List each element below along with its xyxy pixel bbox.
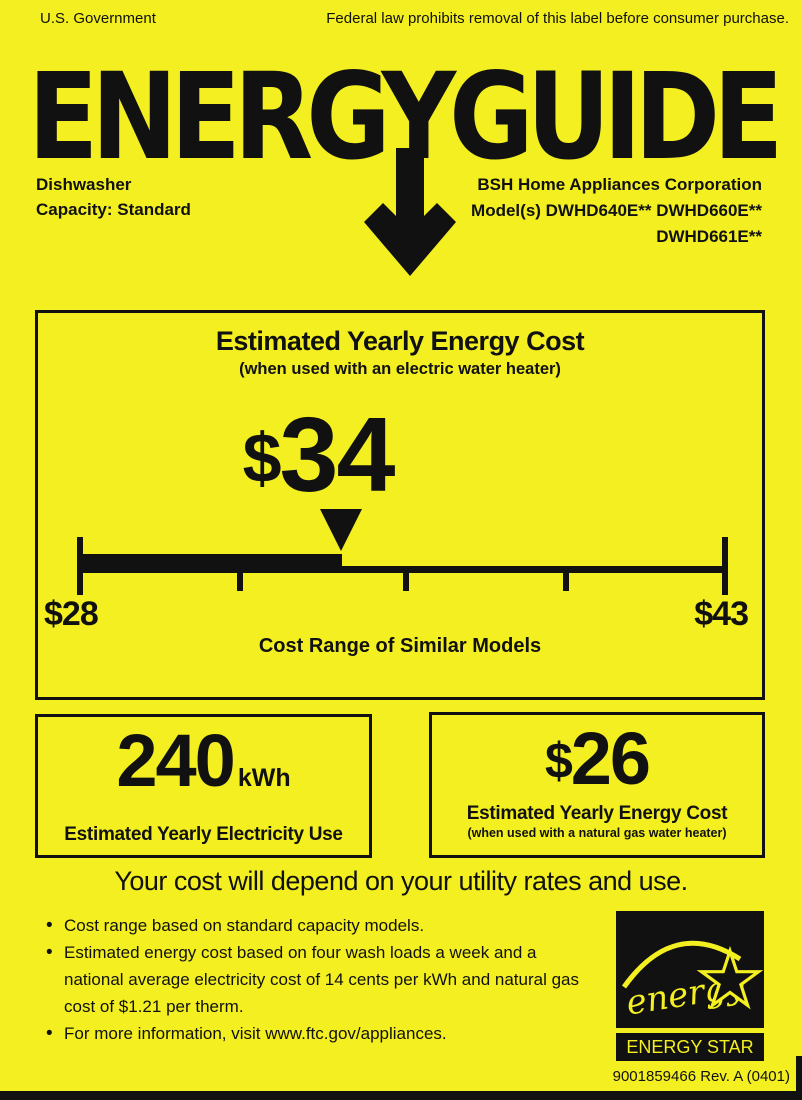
scale-right-endcap [722,537,728,595]
footnote-item: For more information, visit www.ftc.gov/… [46,1020,591,1047]
footnote-item: Estimated energy cost based on four wash… [46,939,591,1020]
scale-left-endcap [77,537,83,595]
dollar-sign: $ [242,419,282,497]
energy-star-wordmark: ENERGY STAR [626,1037,753,1057]
cost-box-title: Estimated Yearly Energy Cost [215,326,585,356]
right-edge-bar [796,1056,802,1100]
federal-law-notice: Federal law prohibits removal of this la… [326,10,789,27]
kwh-unit: kWh [237,764,291,792]
gas-box-sublabel: (when used with a natural gas water heat… [467,826,727,840]
estimated-cost-value: $34 [198,399,438,514]
gas-box-label: Estimated Yearly Energy Cost [466,803,728,824]
yearly-energy-cost-box: Estimated Yearly Energy Cost (when used … [35,310,765,700]
product-info: Dishwasher Capacity: Standard [36,172,191,222]
gas-cost-number: 26 [570,717,651,800]
revision-number: 9001859466 Rev. A (0401) [612,1068,790,1085]
dollar-sign: $ [544,733,573,789]
star-icon [696,945,764,1010]
bottom-edge-bar [0,1091,802,1100]
cost-marker-triangle [320,509,362,551]
electricity-use-box: 240 kWh Estimated Yearly Electricity Use [35,714,372,858]
utility-rates-disclaimer: Your cost will depend on your utility ra… [114,866,688,896]
us-government-text: U.S. Government [40,10,156,27]
scale-caption: Cost Range of Similar Models [258,635,542,657]
product-type: Dishwasher [36,175,132,194]
model-numbers-line2: DWHD661E** [656,227,762,246]
energy-star-arc [621,940,742,989]
cost-box-subtitle: (when used with an electric water heater… [239,360,561,378]
footnotes: Cost range based on standard capacity mo… [46,912,591,1047]
scale-tick [403,573,409,591]
scale-max-label: $43 [694,595,749,633]
electricity-box-label: Estimated Yearly Electricity Use [64,824,343,845]
product-capacity: Capacity: Standard [36,200,191,219]
scale-tick [563,573,569,591]
gas-cost-box: $26 Estimated Yearly Energy Cost (when u… [429,712,765,858]
scale-tick [237,573,243,591]
energy-star-logo: energy ENERGY STAR [616,911,764,1061]
electricity-value: 240 kWh [38,721,369,818]
manufacturer-name: BSH Home Appliances Corporation [477,175,762,194]
down-arrow-icon [364,148,456,276]
cost-number: 34 [279,396,396,514]
model-numbers-line1: Model(s) DWHD640E** DWHD660E** [471,201,762,220]
manufacturer-info: BSH Home Appliances Corporation Model(s)… [471,172,762,250]
gas-cost-value: $26 [432,719,762,801]
footnote-item: Cost range based on standard capacity mo… [46,912,591,939]
scale-axis-line [80,566,728,573]
kwh-number: 240 [116,719,235,802]
scale-min-label: $28 [44,595,99,633]
scale-filled-bar [80,554,342,573]
